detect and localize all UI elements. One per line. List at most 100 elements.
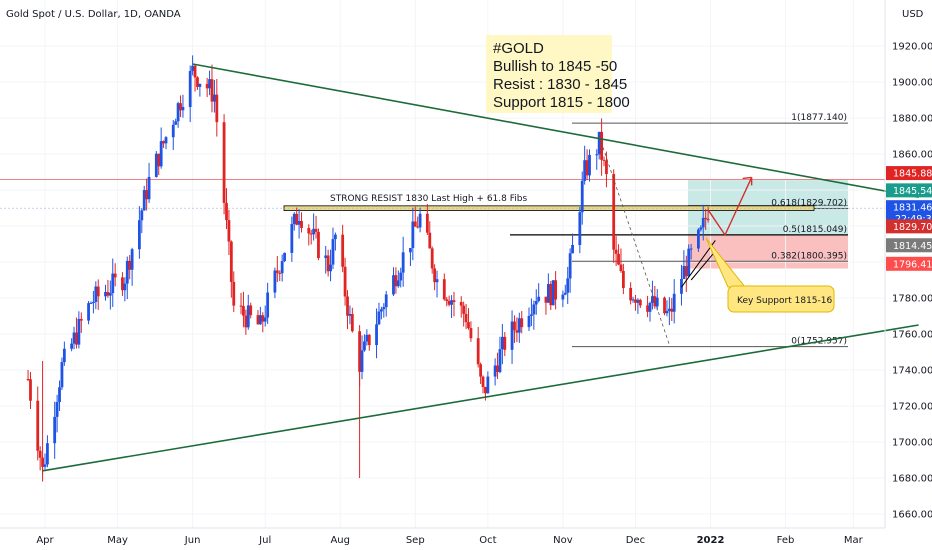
candle-body (578, 212, 582, 245)
candle (520, 311, 524, 334)
candle-body (263, 317, 267, 322)
candle (77, 311, 81, 349)
support-callout[interactable]: Key Support 1815-16 (705, 237, 835, 313)
candle-body (350, 313, 354, 332)
candle (341, 224, 345, 273)
candle-body (667, 308, 671, 311)
candle (121, 272, 124, 296)
candle (249, 302, 253, 319)
trendline[interactable] (192, 63, 919, 198)
candle-body (530, 314, 533, 316)
candle-body (377, 311, 381, 325)
candle-body (549, 283, 553, 306)
candle (682, 250, 686, 280)
candle-body (571, 244, 574, 254)
projection-path (707, 177, 753, 237)
price-tick-label: 1740.000 (892, 366, 932, 377)
candle (496, 352, 499, 379)
candle-body (409, 248, 412, 253)
candle-body (137, 220, 141, 250)
candle-body (706, 218, 710, 220)
candle (111, 258, 115, 307)
candle (667, 297, 671, 326)
candle-body (467, 322, 470, 329)
candle-body (242, 306, 245, 316)
candle (227, 209, 231, 255)
resistance-label[interactable]: STRONG RESIST 1830 Last High + 61.8 Fibs (330, 194, 527, 204)
candle-body (513, 321, 516, 331)
candle (363, 334, 366, 352)
candle (60, 357, 64, 391)
candle-body (273, 270, 277, 293)
time-axis[interactable]: Apr May Jun Jul Aug Sep Oct Nov Dec 2022 Feb Mar (36, 535, 863, 546)
trendline[interactable] (42, 324, 919, 472)
candle (159, 127, 163, 169)
candle-body (164, 137, 168, 144)
analysis-note-box (486, 35, 612, 113)
candle-body (445, 299, 449, 301)
candle-body (479, 364, 482, 377)
candle-body (682, 266, 686, 280)
candle-body (258, 315, 262, 325)
candle-body (266, 292, 270, 318)
currency-label[interactable]: USD (902, 9, 924, 20)
candle (142, 185, 146, 211)
candle-body (87, 303, 90, 321)
candle (571, 233, 574, 254)
candle-body (53, 416, 57, 444)
candle (208, 70, 211, 96)
candle (636, 298, 640, 314)
candle (89, 301, 93, 304)
candle (447, 295, 451, 307)
candle (462, 301, 466, 327)
candle-body (72, 332, 76, 344)
price-tag-value: 1845.543 (893, 186, 932, 197)
price-tick-label: 1680.000 (892, 474, 932, 485)
candle-body (450, 300, 453, 305)
candle (430, 246, 434, 274)
trendlines[interactable] (42, 63, 919, 472)
candle-body (191, 65, 195, 72)
candle (602, 156, 606, 167)
candle-body (317, 231, 320, 259)
analysis-note[interactable]: #GOLD Bullish to 1845 -50 Resist : 1830 … (486, 35, 630, 113)
candle (312, 213, 316, 241)
candle-body (580, 180, 584, 213)
candle-body (699, 227, 703, 230)
candle-body (496, 365, 499, 372)
candle (413, 206, 417, 227)
candle-body (128, 260, 132, 270)
time-tick-label: 2022 (697, 535, 725, 546)
candle (459, 296, 463, 318)
candle-body (617, 253, 620, 265)
candle (137, 206, 141, 259)
candle-body (563, 292, 567, 295)
candle-body (244, 315, 248, 328)
candle (580, 171, 584, 225)
candle-body (193, 65, 197, 78)
projection-arrowhead (742, 176, 753, 186)
candle (326, 249, 330, 277)
candle (379, 306, 383, 320)
candle-body (300, 220, 303, 228)
candle (79, 312, 83, 333)
candle-body (89, 302, 93, 304)
candle-body (394, 275, 398, 287)
candle (179, 95, 182, 118)
candle-body (358, 331, 361, 372)
candle-body (329, 264, 332, 272)
candle-body (430, 248, 434, 269)
candle-body (433, 268, 437, 283)
candle (125, 256, 129, 300)
candle-body (399, 272, 403, 281)
candle (329, 249, 332, 282)
drawings[interactable] (598, 135, 753, 345)
price-tag-value: 1845.885 (893, 169, 932, 180)
candle-body (94, 286, 98, 303)
candle (205, 77, 209, 98)
candle-body (181, 106, 185, 111)
candle (36, 386, 40, 461)
candle-body (341, 234, 345, 267)
candle (629, 282, 633, 305)
